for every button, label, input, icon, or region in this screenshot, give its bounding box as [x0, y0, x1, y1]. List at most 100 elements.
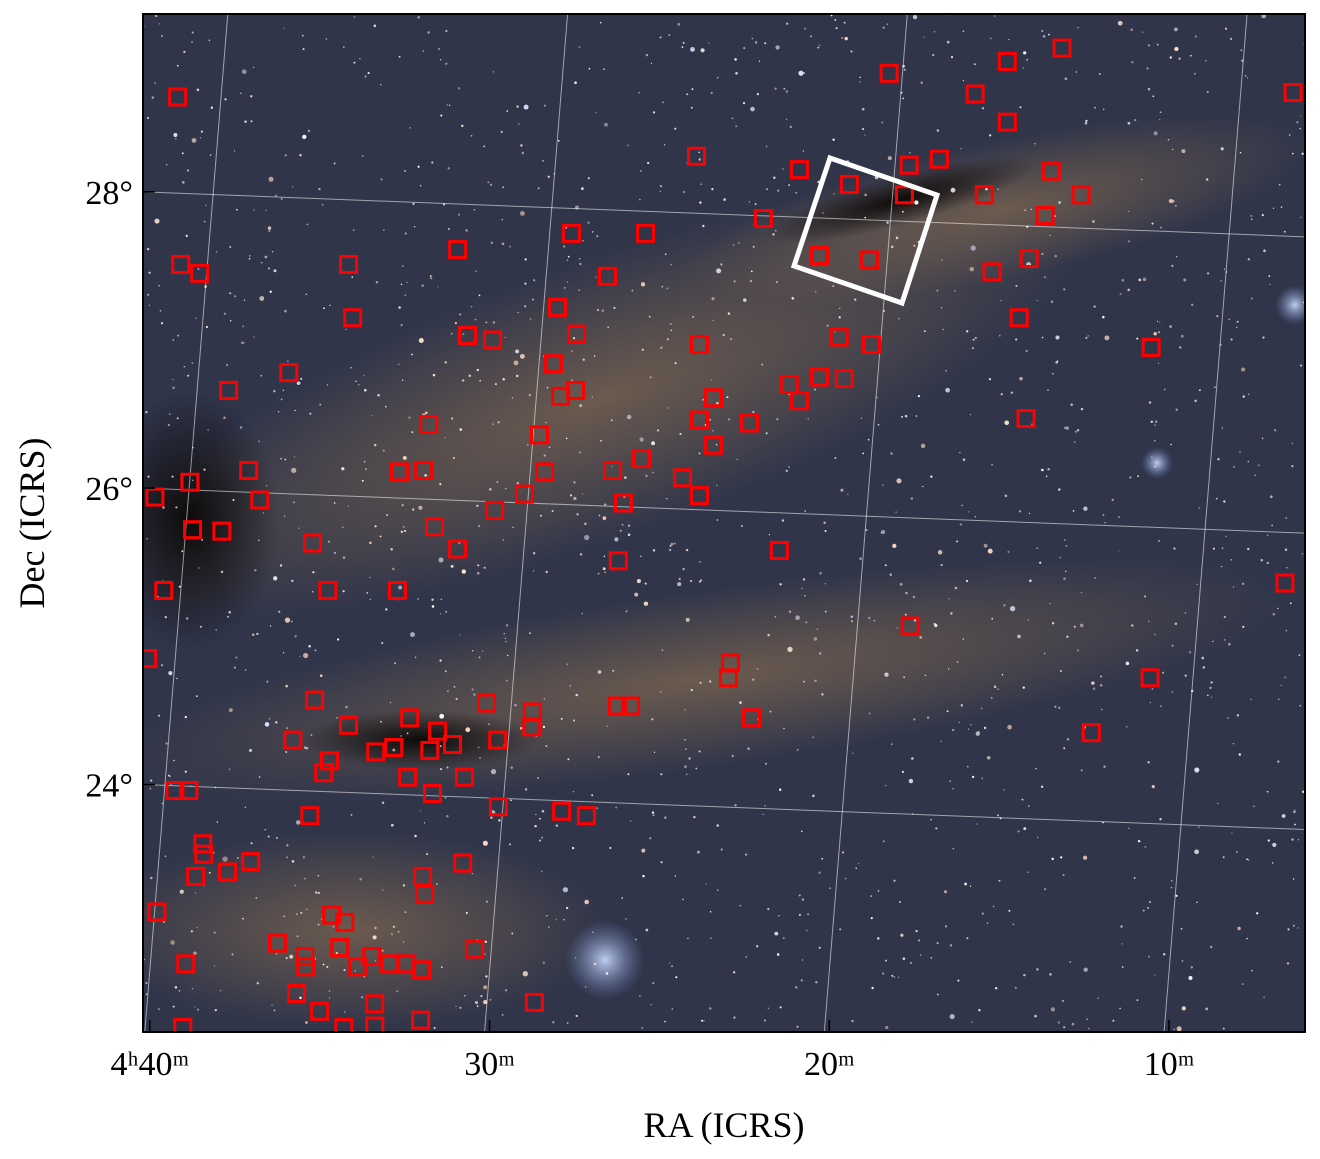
star: [652, 549, 656, 552]
star: [374, 525, 377, 528]
star: [1028, 512, 1031, 515]
star: [1086, 1018, 1088, 1021]
star: [1291, 442, 1294, 444]
star: [787, 646, 793, 653]
star: [1100, 675, 1103, 678]
star: [417, 597, 419, 600]
star: [1239, 451, 1241, 454]
star: [783, 727, 785, 730]
star: [1175, 894, 1178, 897]
star: [1036, 836, 1039, 839]
star: [734, 804, 737, 807]
star: [919, 954, 922, 956]
star: [581, 612, 583, 615]
source-marker: [428, 721, 448, 741]
source-marker: [1071, 185, 1091, 205]
star: [865, 528, 868, 532]
star: [1017, 830, 1020, 833]
star: [709, 1007, 712, 1010]
star: [187, 169, 189, 172]
star: [1049, 602, 1051, 605]
star: [1151, 785, 1155, 789]
star: [1043, 276, 1046, 279]
star: [890, 743, 893, 745]
star: [162, 506, 165, 509]
star: [191, 362, 194, 364]
star: [1094, 577, 1096, 579]
star: [686, 93, 689, 96]
star: [455, 697, 458, 700]
star: [285, 751, 288, 753]
star: [1077, 26, 1079, 29]
star: [452, 457, 455, 460]
source-marker: [154, 580, 174, 600]
star: [1058, 488, 1061, 491]
sky-image: [143, 14, 1305, 1032]
star: [226, 364, 228, 366]
star: [1093, 305, 1096, 308]
star: [451, 417, 454, 420]
star: [1171, 644, 1174, 647]
star: [985, 187, 988, 191]
star: [868, 712, 871, 715]
star: [1202, 666, 1206, 669]
star: [400, 735, 402, 737]
star: [691, 88, 694, 91]
star: [1162, 671, 1164, 674]
star: [735, 125, 738, 128]
star: [1148, 901, 1152, 904]
source-marker: [809, 367, 829, 387]
star: [317, 891, 320, 895]
star: [918, 939, 921, 942]
source-marker: [365, 994, 385, 1014]
star: [541, 870, 543, 872]
star: [342, 526, 344, 528]
star: [975, 731, 980, 736]
star: [839, 928, 842, 931]
star: [997, 188, 999, 191]
star: [487, 181, 490, 184]
bright-star: [565, 920, 645, 1000]
star: [546, 386, 549, 389]
star: [926, 716, 930, 719]
star: [966, 330, 969, 333]
source-marker: [268, 933, 288, 953]
star: [1121, 279, 1125, 282]
star: [1034, 1014, 1037, 1018]
star: [201, 539, 204, 541]
star: [908, 778, 914, 784]
star: [328, 989, 331, 992]
star: [1003, 789, 1005, 791]
star: [228, 708, 233, 713]
star: [983, 543, 988, 548]
star: [1159, 817, 1162, 821]
star: [256, 982, 259, 985]
star: [457, 87, 461, 90]
star: [1034, 143, 1036, 145]
star: [148, 271, 151, 274]
star: [347, 505, 350, 508]
star: [519, 210, 525, 216]
star: [160, 664, 164, 667]
star: [854, 298, 857, 301]
star: [461, 124, 464, 128]
star: [980, 707, 983, 710]
source-marker: [415, 884, 435, 904]
star: [383, 229, 385, 232]
star: [1174, 46, 1179, 52]
star: [952, 848, 954, 850]
star: [690, 47, 695, 52]
star: [402, 941, 405, 943]
grid-line: [823, 14, 908, 1032]
star: [369, 541, 372, 545]
star: [852, 752, 854, 754]
star: [1224, 639, 1226, 641]
star: [265, 209, 267, 211]
star: [688, 757, 691, 760]
source-marker: [425, 517, 445, 537]
star: [1171, 264, 1174, 267]
star: [1154, 633, 1156, 636]
star: [479, 757, 481, 759]
star: [198, 567, 200, 569]
star: [409, 127, 411, 129]
